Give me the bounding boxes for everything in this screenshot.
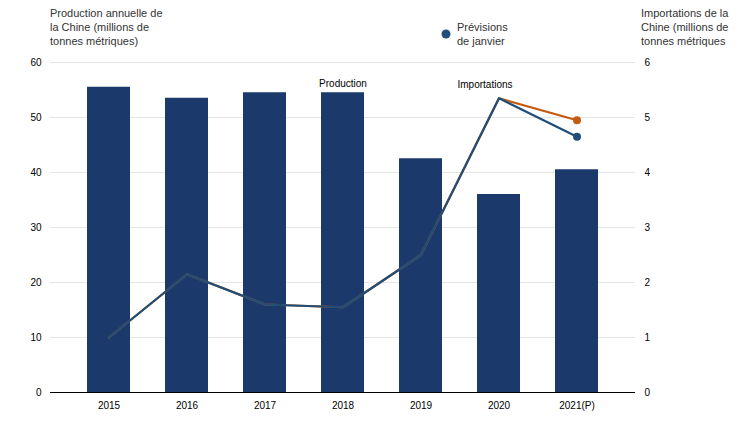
svg-text:2020: 2020 xyxy=(488,400,511,411)
svg-text:1: 1 xyxy=(645,332,651,343)
html-text:Importations de la Chine (mill: Importations de la Chine (millions de to… xyxy=(641,7,729,47)
svg-text:Production: Production xyxy=(319,78,367,89)
svg-text:50: 50 xyxy=(30,112,42,123)
svg-text:Importations: Importations xyxy=(457,79,512,90)
svg-text:2015: 2015 xyxy=(98,400,121,411)
svg-text:2019: 2019 xyxy=(410,400,433,411)
html-text:Production annuelle de la Chin: Production annuelle de la Chine (million… xyxy=(50,7,163,47)
svg-text:30: 30 xyxy=(30,222,42,233)
svg-text:3: 3 xyxy=(645,222,651,233)
html-text:Prévisions de janvier: Prévisions de janvier xyxy=(457,21,508,47)
svg-text:6: 6 xyxy=(645,57,651,68)
svg-text:4: 4 xyxy=(645,167,651,178)
svg-text:20: 20 xyxy=(30,277,42,288)
svg-text:2018: 2018 xyxy=(332,400,355,411)
svg-text:60: 60 xyxy=(30,57,42,68)
svg-text:2: 2 xyxy=(645,277,651,288)
svg-text:2021(P): 2021(P) xyxy=(559,400,595,411)
svg-text:10: 10 xyxy=(30,332,42,343)
svg-text:40: 40 xyxy=(30,167,42,178)
svg-text:5: 5 xyxy=(645,112,651,123)
svg-text:2017: 2017 xyxy=(254,400,277,411)
svg-text:2016: 2016 xyxy=(176,400,199,411)
svg-text:0: 0 xyxy=(36,387,42,398)
svg-text:0: 0 xyxy=(645,387,651,398)
